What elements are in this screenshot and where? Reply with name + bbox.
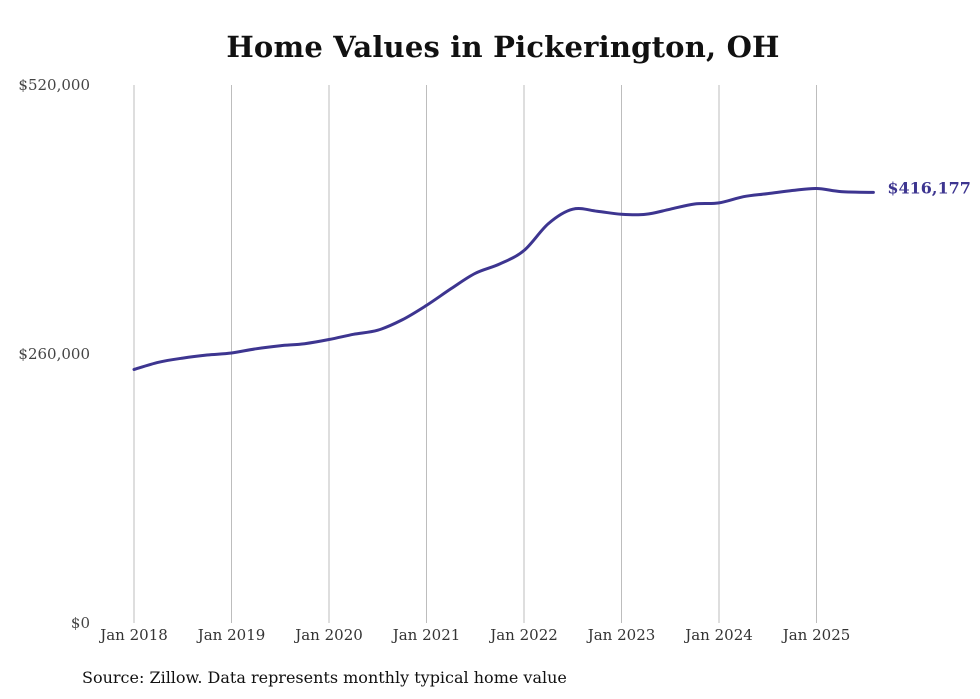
series-layer: $416,177 [132, 178, 971, 371]
x-tick-label: Jan 2022 [488, 626, 558, 644]
x-tick-label: Jan 2018 [98, 626, 168, 644]
y-tick-label: $260,000 [18, 345, 90, 363]
x-tick-label: Jan 2024 [683, 626, 753, 644]
x-axis: Jan 2018 Jan 2019 Jan 2020 Jan 2021 Jan 2022… [98, 626, 850, 644]
x-tick-label: Jan 2023 [586, 626, 656, 644]
x-tick-label: Jan 2021 [391, 626, 461, 644]
end-value-label: $416,177 [887, 178, 971, 197]
y-tick-label: $520,000 [18, 76, 90, 94]
y-axis: $0 $260,000 $520,000 [18, 76, 90, 632]
x-tick-label: Jan 2020 [293, 626, 363, 644]
x-tick-label: Jan 2019 [196, 626, 266, 644]
chart-title: Home Values in Pickerington, OH [226, 30, 780, 64]
source-note: Source: Zillow. Data represents monthly … [82, 668, 567, 687]
series-line [132, 186, 875, 371]
y-tick-label: $0 [71, 614, 90, 632]
grid-lines [133, 85, 817, 623]
x-tick-label: Jan 2025 [781, 626, 851, 644]
